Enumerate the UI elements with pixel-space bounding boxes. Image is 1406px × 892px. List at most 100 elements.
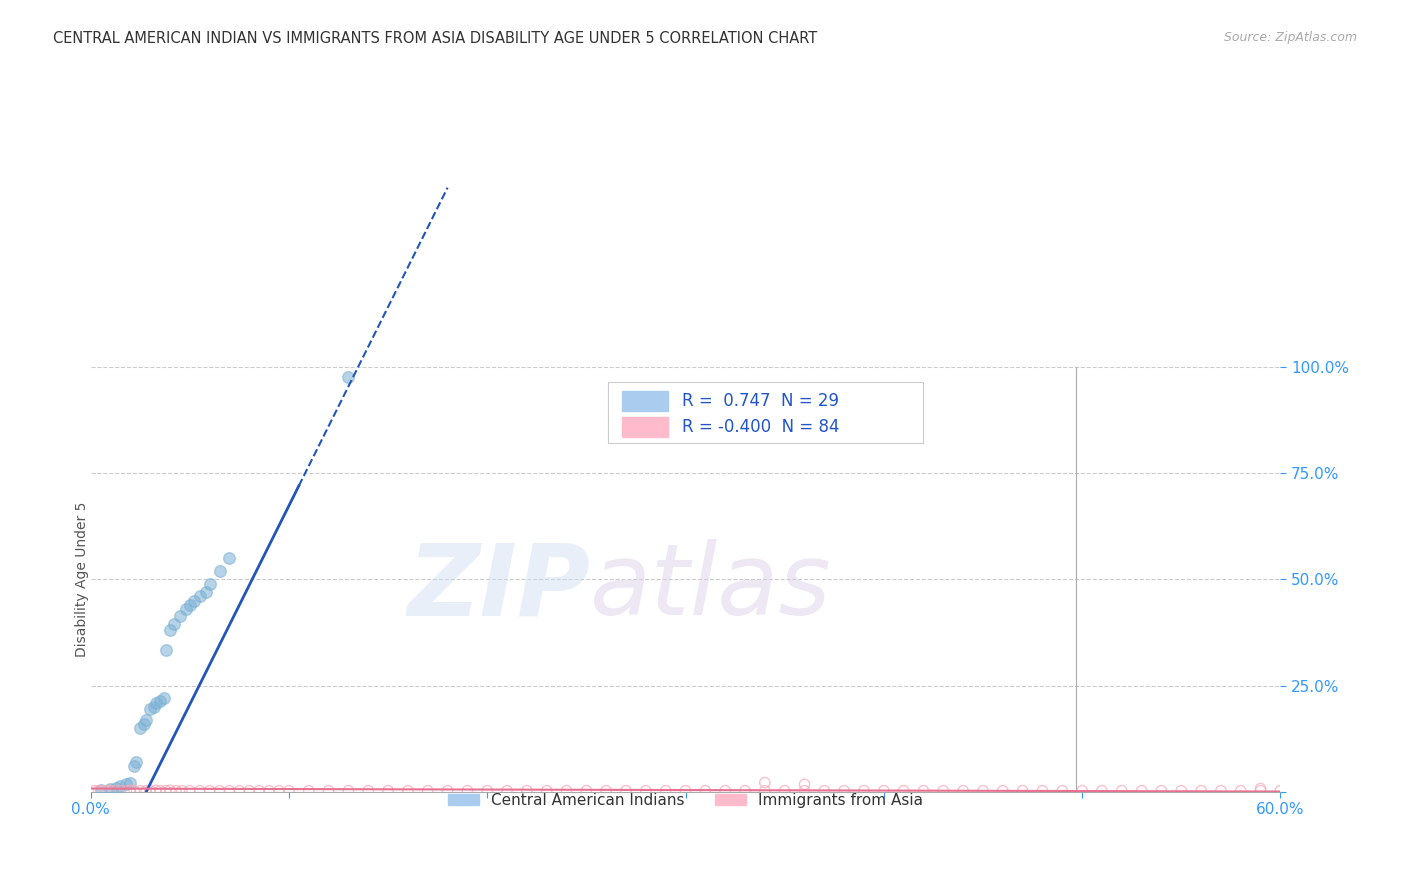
Point	[103, 783, 125, 797]
Point	[149, 693, 172, 707]
Point	[96, 783, 118, 797]
Point	[135, 783, 157, 797]
Point	[1150, 783, 1173, 797]
Point	[1011, 783, 1033, 797]
Point	[170, 783, 193, 797]
Point	[198, 783, 221, 797]
Point	[754, 783, 776, 797]
Point	[337, 783, 360, 797]
Point	[1111, 783, 1133, 797]
Point	[1209, 783, 1232, 797]
Point	[194, 585, 217, 599]
Point	[575, 783, 598, 797]
Point	[143, 700, 166, 714]
Point	[100, 783, 122, 797]
Legend: Central American Indians, Immigrants from Asia: Central American Indians, Immigrants fro…	[441, 787, 929, 814]
Text: Source: ZipAtlas.com: Source: ZipAtlas.com	[1223, 31, 1357, 45]
Point	[83, 783, 105, 797]
Point	[555, 783, 578, 797]
Point	[536, 783, 558, 797]
Point	[228, 783, 250, 797]
Point	[163, 617, 186, 632]
Point	[675, 783, 697, 797]
Point	[1031, 783, 1053, 797]
Point	[991, 783, 1014, 797]
Point	[155, 642, 177, 657]
Point	[614, 783, 637, 797]
Point	[87, 783, 110, 797]
Point	[377, 783, 399, 797]
Point	[179, 598, 201, 612]
Point	[952, 783, 974, 797]
Point	[120, 783, 142, 797]
Point	[183, 593, 205, 607]
Point	[773, 783, 796, 797]
Point	[115, 777, 138, 791]
Point	[267, 783, 290, 797]
Point	[277, 783, 299, 797]
Text: atlas: atlas	[591, 540, 832, 636]
Point	[456, 783, 478, 797]
Point	[893, 783, 915, 797]
Point	[115, 783, 138, 797]
Text: CENTRAL AMERICAN INDIAN VS IMMIGRANTS FROM ASIA DISABILITY AGE UNDER 5 CORRELATI: CENTRAL AMERICAN INDIAN VS IMMIGRANTS FR…	[53, 31, 818, 46]
Point	[357, 783, 380, 797]
Point	[754, 775, 776, 789]
Point	[91, 783, 114, 797]
Point	[208, 564, 231, 578]
FancyBboxPatch shape	[623, 417, 668, 437]
Point	[105, 780, 128, 795]
Point	[436, 783, 458, 797]
Point	[257, 783, 280, 797]
Point	[714, 783, 737, 797]
Point	[238, 783, 260, 797]
Point	[516, 783, 538, 797]
Point	[734, 783, 756, 797]
Point	[122, 783, 145, 797]
Point	[654, 783, 676, 797]
Point	[139, 783, 162, 797]
Point	[793, 777, 815, 791]
Point	[110, 783, 132, 797]
FancyBboxPatch shape	[623, 391, 668, 411]
Point	[396, 783, 419, 797]
Point	[477, 783, 499, 797]
Point	[337, 370, 360, 384]
Point	[1091, 783, 1114, 797]
Point	[813, 783, 835, 797]
Point	[159, 624, 181, 638]
Text: R = -0.400  N = 84: R = -0.400 N = 84	[682, 417, 839, 436]
Point	[873, 783, 896, 797]
Point	[972, 783, 994, 797]
Point	[852, 783, 875, 797]
Point	[122, 759, 145, 773]
Point	[1170, 783, 1192, 797]
Point	[595, 783, 617, 797]
Point	[1052, 783, 1074, 797]
Point	[318, 783, 340, 797]
Point	[125, 755, 148, 769]
Point	[1250, 781, 1272, 796]
Point	[1071, 783, 1094, 797]
Point	[298, 783, 321, 797]
Point	[932, 783, 955, 797]
Point	[153, 691, 176, 706]
Point	[129, 721, 152, 735]
Point	[139, 702, 162, 716]
Point	[155, 783, 177, 797]
Point	[634, 783, 657, 797]
Point	[165, 783, 187, 797]
Point	[1130, 783, 1153, 797]
Point	[496, 783, 519, 797]
Text: ZIP: ZIP	[408, 540, 591, 636]
Y-axis label: Disability Age Under 5: Disability Age Under 5	[76, 501, 90, 657]
Point	[1270, 783, 1292, 797]
Point	[145, 696, 167, 710]
Point	[416, 783, 439, 797]
Point	[174, 602, 197, 616]
Point	[159, 783, 181, 797]
Point	[100, 781, 122, 796]
Point	[145, 783, 167, 797]
Point	[218, 783, 240, 797]
Point	[120, 776, 142, 790]
